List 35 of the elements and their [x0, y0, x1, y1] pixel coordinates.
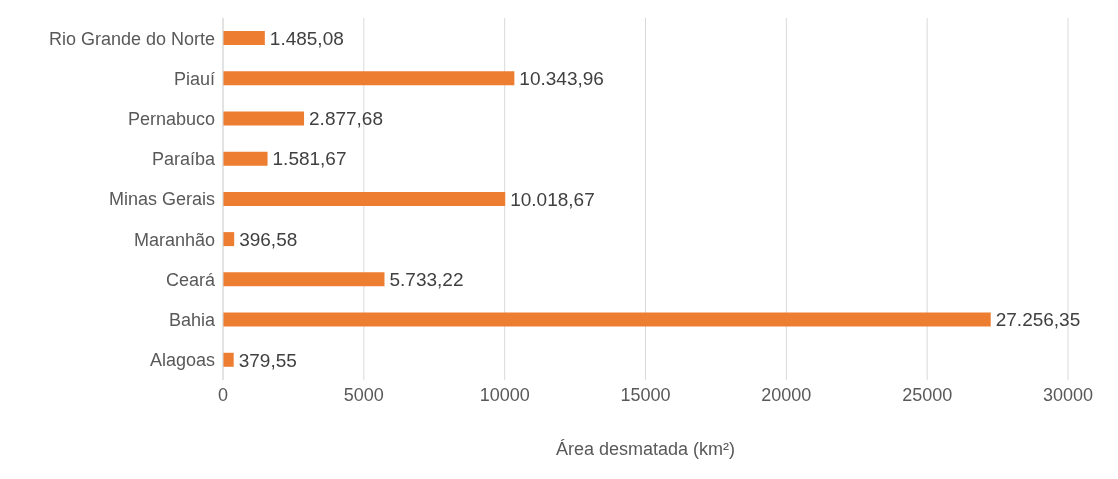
y-tick-label: Pernabuco	[127, 108, 215, 129]
x-tick-label: 5000	[343, 384, 384, 405]
y-tick-label: Maranhão	[133, 229, 215, 250]
x-tick-label: 30000	[1042, 384, 1094, 405]
bar	[223, 232, 235, 247]
bar	[223, 151, 268, 166]
y-tick-label: Alagoas	[149, 350, 215, 371]
data-label: 396,58	[239, 228, 298, 250]
bar	[223, 191, 506, 206]
bar	[223, 71, 515, 86]
data-label: 10.343,96	[519, 67, 604, 89]
data-label: 10.018,67	[510, 188, 595, 210]
y-tick-label: Rio Grande do Norte	[48, 28, 215, 49]
x-tick-label: 10000	[479, 384, 530, 405]
y-tick-label: Ceará	[165, 269, 216, 290]
data-label: 27.256,35	[995, 309, 1081, 331]
x-tick-label: 15000	[620, 384, 671, 405]
bar	[223, 111, 305, 126]
y-tick-label: Bahia	[168, 310, 216, 331]
data-label: 5.733,22	[389, 269, 464, 291]
data-label: 1.581,67	[272, 148, 347, 170]
y-tick-label: Piauí	[173, 68, 215, 89]
x-tick-label: 25000	[902, 384, 953, 405]
y-tick-label: Minas Gerais	[108, 189, 215, 210]
bar	[223, 312, 991, 327]
bar	[223, 31, 265, 45]
x-tick-label: 0	[217, 384, 229, 405]
x-tick-label: 20000	[761, 384, 812, 405]
data-label: 1.485,08	[269, 27, 344, 49]
data-label: 379,55	[238, 349, 297, 371]
bar	[223, 272, 385, 287]
x-axis-title: Área desmatada (km²)	[555, 439, 736, 459]
data-label: 2.877,68	[309, 108, 384, 130]
y-tick-label: Paraíba	[151, 149, 216, 170]
bar	[223, 352, 234, 367]
